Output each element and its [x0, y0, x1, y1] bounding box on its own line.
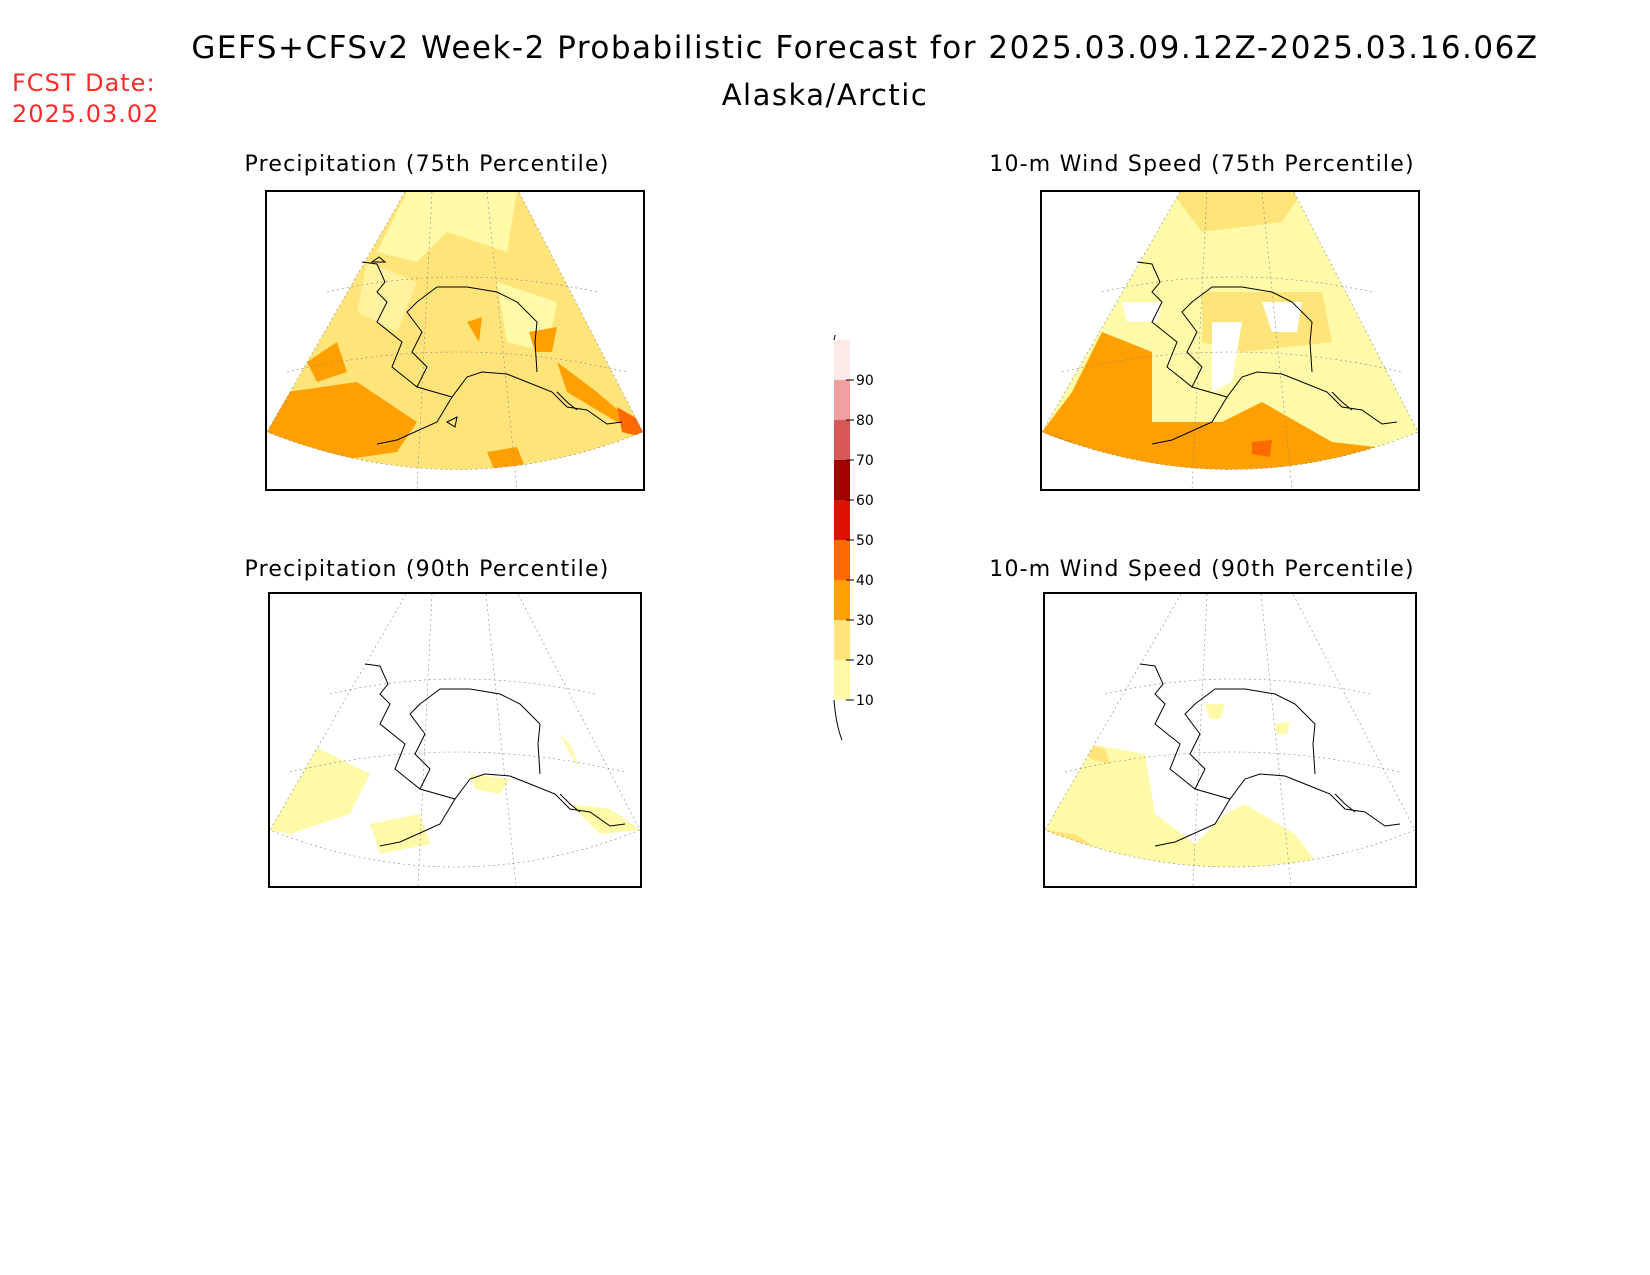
map-panel-precip-90	[268, 592, 642, 888]
map-panel-precip-75	[265, 190, 645, 491]
colorbar-swatch	[834, 380, 850, 420]
colorbar-svg: 10 20 30 40 50 60 70 80 90	[833, 299, 874, 741]
map-precip-75	[267, 192, 643, 489]
prob-fill-10-20	[1205, 704, 1225, 719]
forecast-date-label: FCST Date:	[12, 69, 156, 97]
prob-fill-30-40	[487, 447, 527, 470]
colorbar-label: 60	[856, 493, 874, 509]
prob-fill-10-20	[370, 814, 430, 854]
map-panel-wind-75	[1040, 190, 1420, 491]
region-subtitle: Alaska/Arctic	[721, 78, 929, 112]
prob-fill-10-20	[1045, 744, 1335, 867]
map-precip-90	[270, 594, 640, 886]
colorbar-swatch	[834, 340, 850, 380]
panel-title-wind-90: 10-m Wind Speed (90th Percentile)	[989, 557, 1415, 582]
prob-fill-30-40	[307, 342, 347, 382]
map-wind-90	[1045, 594, 1415, 886]
prob-fill-10-20	[377, 192, 517, 262]
colorbar-label: 80	[856, 413, 874, 429]
colorbar-label: 40	[856, 573, 874, 589]
prob-fill-below-10	[1122, 302, 1162, 322]
prob-fill-40-50	[617, 407, 643, 437]
prob-fill-below-10	[1212, 322, 1242, 392]
panel-title-precip-90: Precipitation (90th Percentile)	[244, 557, 610, 582]
prob-fill-10-20	[560, 734, 580, 769]
colorbar-top-cap	[833, 299, 839, 341]
prob-fill-30-40	[467, 317, 482, 342]
forecast-date-value: 2025.03.02	[12, 100, 160, 128]
colorbar-label: 70	[856, 453, 874, 469]
colorbar-label: 30	[856, 613, 874, 629]
panel-title-wind-75: 10-m Wind Speed (75th Percentile)	[989, 152, 1415, 177]
prob-fill-30-40	[1042, 332, 1418, 470]
colorbar-swatch	[834, 420, 850, 460]
map-wind-75	[1042, 192, 1418, 489]
colorbar-label: 10	[856, 693, 874, 709]
forecast-date-block: FCST Date: 2025.03.02	[12, 68, 159, 130]
colorbar-swatch	[834, 540, 850, 580]
prob-fill-10-20	[1275, 722, 1290, 734]
map-panel-wind-90	[1043, 592, 1417, 888]
prob-fill-10-20	[470, 774, 510, 794]
colorbar-swatch	[834, 500, 850, 540]
colorbar-label: 90	[856, 373, 874, 389]
panel-title-precip-75: Precipitation (75th Percentile)	[244, 152, 610, 177]
prob-fill-10-20	[270, 744, 370, 834]
probability-colorbar: 10 20 30 40 50 60 70 80 90	[820, 299, 900, 745]
prob-fill-below-10	[1262, 302, 1302, 332]
colorbar-swatch	[834, 580, 850, 620]
prob-fill-20-30	[1172, 192, 1302, 232]
main-title: GEFS+CFSv2 Week-2 Probabilistic Forecast…	[191, 30, 1539, 66]
prob-fill-30-40	[267, 382, 417, 462]
prob-fill-40-50	[1252, 440, 1272, 457]
colorbar-label: 50	[856, 533, 874, 549]
colorbar-bottom-cap	[833, 699, 843, 741]
colorbar-label: 20	[856, 653, 874, 669]
colorbar-swatch	[834, 460, 850, 500]
colorbar-swatch	[834, 620, 850, 660]
colorbar-swatch	[834, 660, 850, 700]
